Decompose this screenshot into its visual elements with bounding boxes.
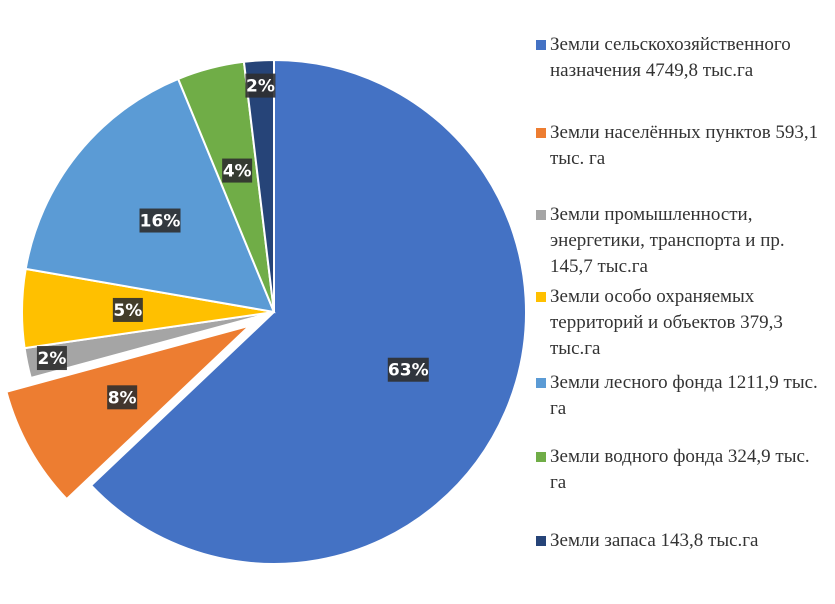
legend-label: Земли промышленности, энергетики, трансп… bbox=[550, 204, 785, 277]
legend-swatch bbox=[536, 452, 546, 462]
data-label: 63% bbox=[388, 361, 429, 381]
legend-label: Земли лесного фонда 1211,9 тыс. га bbox=[550, 372, 818, 419]
legend-entry: Земли водного фонда 324,9 тыс. га bbox=[536, 444, 826, 496]
data-label: 2% bbox=[246, 77, 275, 97]
legend-label: Земли запаса 143,8 тыс.га bbox=[550, 530, 759, 551]
legend-swatch bbox=[536, 378, 546, 388]
legend-label: Земли сельскохозяйственного назначения 4… bbox=[550, 34, 791, 81]
data-label-background bbox=[222, 158, 253, 183]
data-label-background bbox=[139, 208, 181, 233]
data-label: 2% bbox=[37, 349, 66, 369]
data-label: 5% bbox=[113, 301, 142, 321]
data-label-background bbox=[112, 297, 143, 322]
legend-swatch bbox=[536, 292, 546, 302]
legend-entry: Земли населённых пунктов 593,1 тыс. га bbox=[536, 120, 826, 172]
legend-label: Земли водного фонда 324,9 тыс. га bbox=[550, 446, 810, 493]
data-label-background bbox=[107, 385, 138, 410]
legend-entry: Земли промышленности, энергетики, трансп… bbox=[536, 202, 826, 280]
legend-swatch bbox=[536, 210, 546, 220]
data-label-background bbox=[36, 346, 67, 371]
data-label: 4% bbox=[223, 162, 252, 182]
data-label: 8% bbox=[108, 388, 137, 408]
data-label: 16% bbox=[140, 212, 181, 232]
legend-label: Земли населённых пунктов 593,1 тыс. га bbox=[550, 122, 819, 169]
legend-swatch bbox=[536, 536, 546, 546]
pie-slice bbox=[89, 58, 527, 565]
legend-entry: Земли сельскохозяйственного назначения 4… bbox=[536, 32, 826, 84]
legend-swatch bbox=[536, 40, 546, 50]
legend-entry: Земли особо охраняемых территорий и объе… bbox=[536, 284, 826, 362]
legend-entry: Земли лесного фонда 1211,9 тыс. га bbox=[536, 370, 826, 422]
legend-entry: Земли запаса 143,8 тыс.га bbox=[536, 528, 826, 554]
legend-label: Земли особо охраняемых территорий и объе… bbox=[550, 286, 783, 359]
pie-slice bbox=[5, 324, 251, 501]
data-label-background bbox=[245, 73, 276, 98]
pie-slice bbox=[242, 58, 275, 313]
legend-swatch bbox=[536, 128, 546, 138]
data-label-background bbox=[387, 357, 429, 382]
pie-slice bbox=[24, 77, 276, 314]
